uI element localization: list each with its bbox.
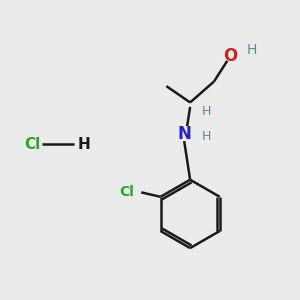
Text: O: O	[223, 47, 237, 65]
Text: H: H	[247, 44, 257, 57]
Text: Cl: Cl	[119, 185, 134, 200]
Text: H: H	[202, 105, 211, 118]
Text: N: N	[177, 125, 191, 143]
Text: H: H	[201, 130, 211, 143]
Text: H: H	[77, 136, 90, 152]
Text: Cl: Cl	[24, 136, 40, 152]
